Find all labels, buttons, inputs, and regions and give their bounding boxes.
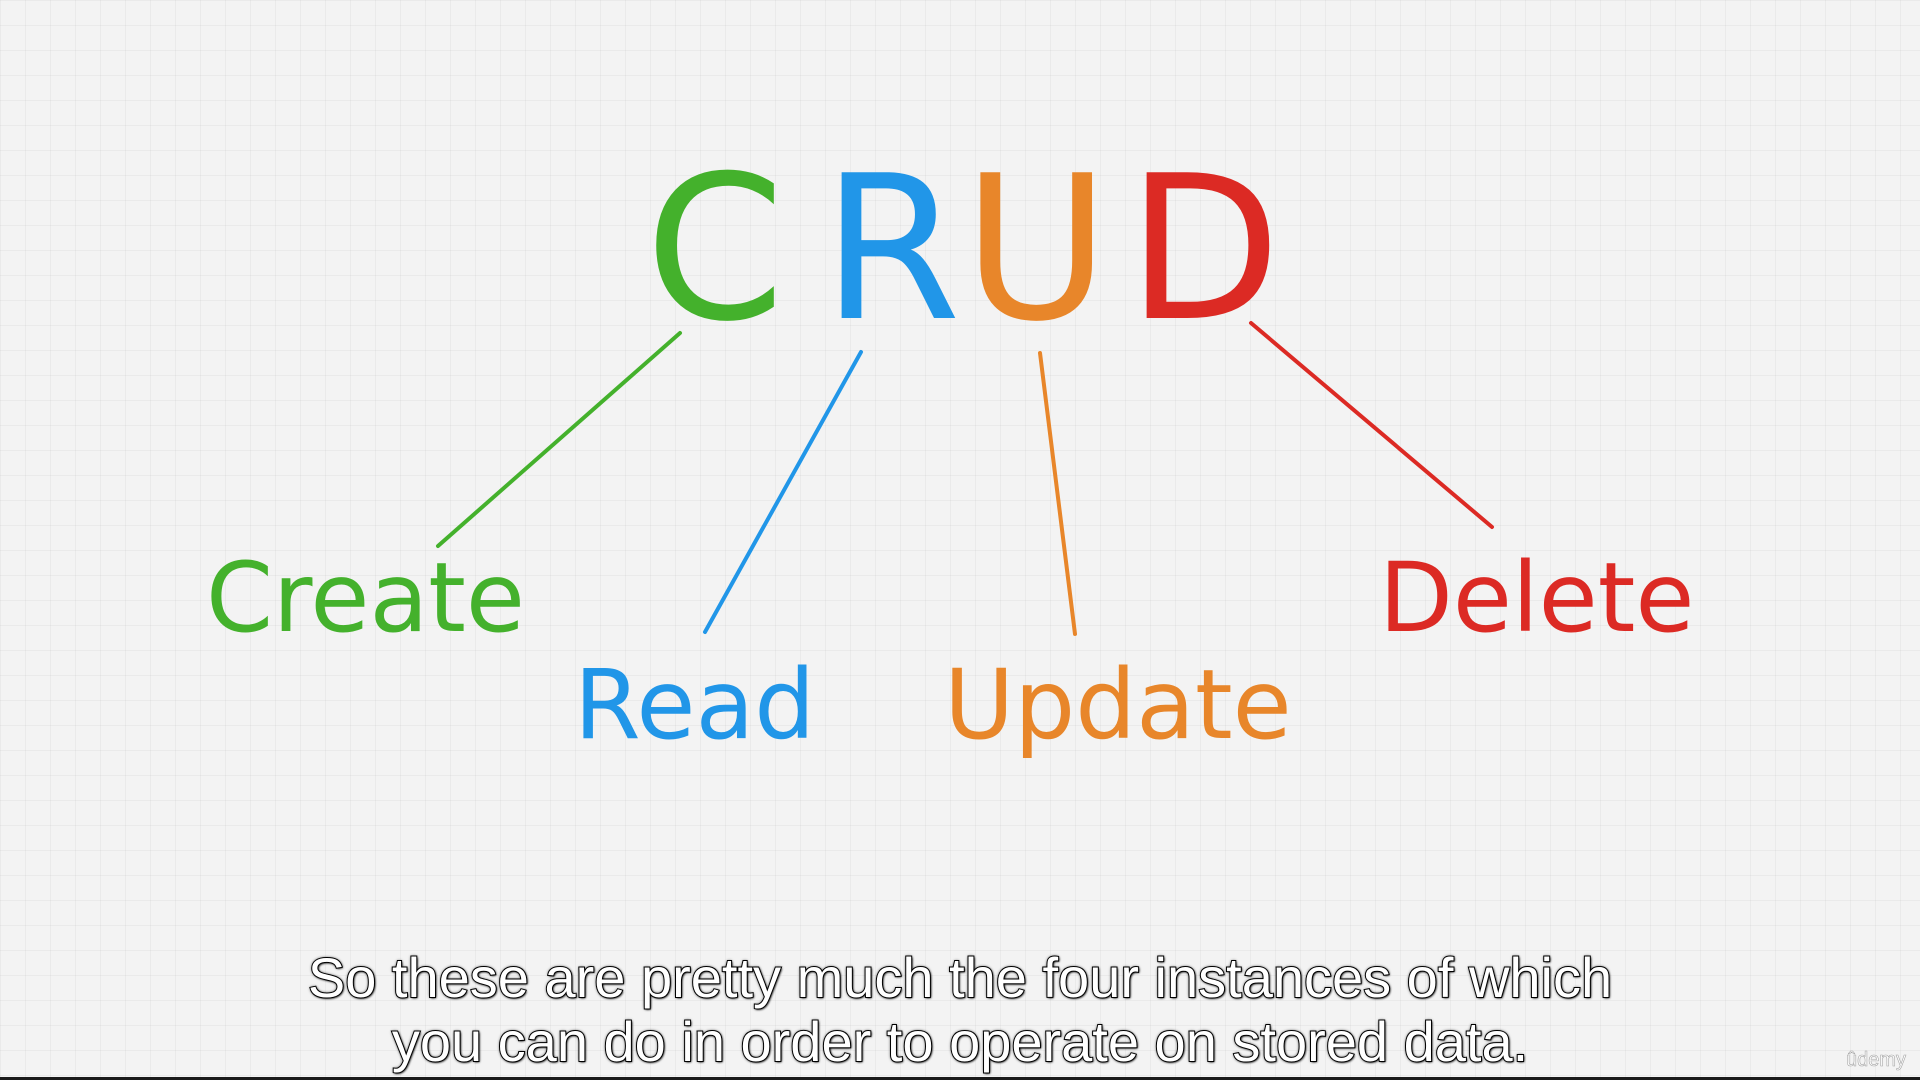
crud-letter-c: C — [645, 133, 785, 366]
udemy-watermark: ûdemy — [1845, 1049, 1907, 1072]
label-delete: Delete — [1379, 542, 1695, 654]
label-update: Update — [944, 649, 1292, 761]
connector-u-update — [1038, 351, 1077, 636]
connector-c-create — [436, 331, 682, 548]
crud-letter-r: R — [822, 133, 961, 366]
label-read: Read — [574, 649, 816, 761]
subtitle-line-2: you can do in order to operate on stored… — [391, 1009, 1529, 1074]
crud-letter-d: D — [1127, 133, 1282, 366]
subtitle-line-1: So these are pretty much the four instan… — [307, 945, 1613, 1010]
connector-r-read — [703, 350, 863, 634]
label-create: Create — [206, 542, 525, 654]
frame-bottom-edge — [0, 1077, 1920, 1080]
connector-d-delete — [1249, 321, 1494, 529]
crud-letter-u: U — [963, 133, 1110, 366]
